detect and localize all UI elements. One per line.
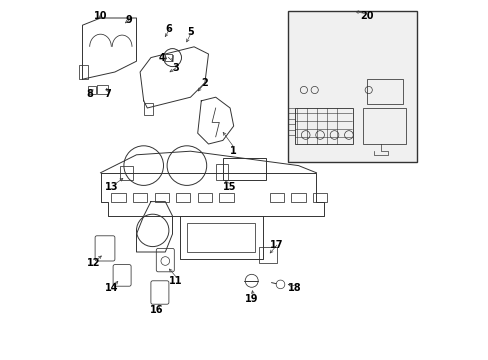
Bar (186, 223, 255, 252)
Bar (291, 193, 305, 202)
Text: 13: 13 (104, 182, 118, 192)
Text: 14: 14 (104, 283, 118, 293)
Text: 11: 11 (169, 276, 183, 286)
Text: 1: 1 (230, 146, 237, 156)
Bar (363, 108, 406, 144)
Bar (294, 108, 352, 144)
Text: 19: 19 (244, 294, 258, 304)
Text: 3: 3 (172, 63, 179, 73)
Text: 9: 9 (126, 15, 132, 25)
Text: 17: 17 (269, 240, 283, 250)
Text: 2: 2 (201, 78, 208, 88)
Bar (133, 193, 147, 202)
Bar (97, 85, 107, 94)
Bar (215, 164, 228, 180)
Bar (176, 193, 190, 202)
FancyBboxPatch shape (287, 11, 416, 162)
Bar (269, 193, 284, 202)
Text: 16: 16 (149, 305, 163, 315)
Bar (88, 86, 96, 94)
Text: 18: 18 (287, 283, 301, 293)
Bar (366, 79, 402, 104)
Bar (79, 65, 88, 79)
Bar (287, 119, 294, 124)
Text: 15: 15 (223, 182, 236, 192)
Bar (111, 193, 125, 202)
Text: 10: 10 (94, 11, 107, 21)
Text: 6: 6 (165, 24, 172, 34)
Bar (154, 193, 168, 202)
Bar (287, 108, 294, 113)
Text: 12: 12 (86, 258, 100, 268)
Bar (219, 193, 233, 202)
Bar (223, 158, 265, 180)
Text: 20: 20 (360, 11, 373, 21)
Bar (312, 193, 326, 202)
Bar (120, 166, 133, 180)
Bar (258, 247, 276, 263)
Text: 8: 8 (86, 89, 93, 99)
Bar (143, 103, 152, 115)
Bar (197, 193, 212, 202)
Bar (165, 54, 171, 61)
Text: 4: 4 (158, 53, 165, 63)
Text: 7: 7 (104, 89, 111, 99)
Text: 5: 5 (187, 27, 193, 37)
Bar (287, 130, 294, 135)
